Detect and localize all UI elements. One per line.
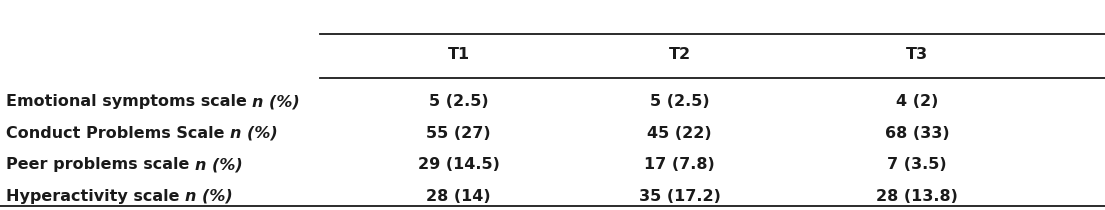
Text: 4 (2): 4 (2) — [896, 94, 938, 109]
Text: T2: T2 — [669, 47, 691, 62]
Text: 7 (3.5): 7 (3.5) — [887, 157, 947, 172]
Text: Conduct Problems Scale: Conduct Problems Scale — [6, 126, 230, 141]
Text: 28 (13.8): 28 (13.8) — [876, 189, 958, 204]
Text: T3: T3 — [906, 47, 928, 62]
Text: n (%): n (%) — [252, 94, 299, 109]
Text: 55 (27): 55 (27) — [427, 126, 491, 141]
Text: n (%): n (%) — [185, 189, 232, 204]
Text: 45 (22): 45 (22) — [648, 126, 712, 141]
Text: 29 (14.5): 29 (14.5) — [418, 157, 499, 172]
Text: 35 (17.2): 35 (17.2) — [639, 189, 720, 204]
Text: 5 (2.5): 5 (2.5) — [429, 94, 488, 109]
Text: Peer problems scale: Peer problems scale — [6, 157, 194, 172]
Text: Emotional symptoms scale: Emotional symptoms scale — [6, 94, 252, 109]
Text: 28 (14): 28 (14) — [427, 189, 491, 204]
Text: n (%): n (%) — [230, 126, 277, 141]
Text: 17 (7.8): 17 (7.8) — [644, 157, 715, 172]
Text: 68 (33): 68 (33) — [885, 126, 949, 141]
Text: n (%): n (%) — [194, 157, 242, 172]
Text: 5 (2.5): 5 (2.5) — [650, 94, 709, 109]
Text: Hyperactivity scale: Hyperactivity scale — [6, 189, 185, 204]
Text: T1: T1 — [448, 47, 470, 62]
